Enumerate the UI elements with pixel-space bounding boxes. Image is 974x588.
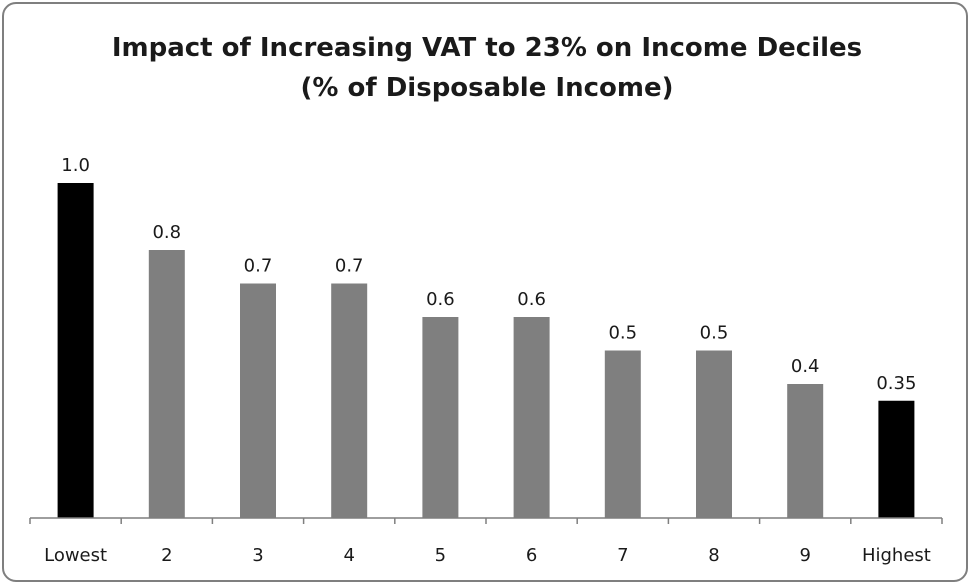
x-axis: [29, 517, 943, 524]
bar: [57, 183, 94, 518]
x-tick-label: 8: [708, 545, 719, 566]
data-label: 0.6: [426, 289, 455, 310]
x-tick-label: 7: [617, 545, 628, 566]
x-tick-label: 6: [526, 545, 537, 566]
data-label: 0.7: [244, 256, 273, 277]
bar: [878, 400, 915, 518]
x-tick-label: 5: [435, 545, 446, 566]
x-tick-label: 3: [252, 545, 263, 566]
bar: [696, 350, 732, 518]
data-label: 1.0: [61, 155, 90, 176]
labels-group: 1.0 Lowest 0.8 2 0.7 3 0.7 4 0.6 5 0.6 6 0.5 7 0.5 8 0.4…: [44, 155, 931, 566]
data-label: 0.5: [608, 323, 637, 344]
bar: [422, 317, 459, 518]
data-label: 0.8: [152, 222, 181, 243]
x-tick-label: Lowest: [44, 545, 107, 566]
bar: [240, 283, 276, 518]
data-label: 0.4: [791, 356, 820, 377]
chart-title: Impact of Increasing VAT to 23% on Incom…: [0, 28, 974, 108]
data-label: 0.6: [517, 289, 546, 310]
x-tick-label: 9: [799, 545, 810, 566]
bar: [148, 250, 185, 518]
x-tick-label: 4: [343, 545, 354, 566]
data-label: 0.5: [700, 323, 729, 344]
data-label: 0.35: [876, 373, 916, 394]
chart-title-line1: Impact of Increasing VAT to 23% on Incom…: [111, 33, 863, 63]
chart-title-line2: (% of Disposable Income): [300, 73, 674, 103]
bar: [604, 350, 641, 518]
data-label: 0.7: [335, 256, 364, 277]
bar: [331, 283, 368, 518]
x-tick-label: Highest: [862, 545, 931, 566]
x-tick-label: 2: [161, 545, 172, 566]
bar: [787, 384, 824, 518]
bars-group: [57, 183, 915, 518]
bar: [513, 317, 550, 518]
